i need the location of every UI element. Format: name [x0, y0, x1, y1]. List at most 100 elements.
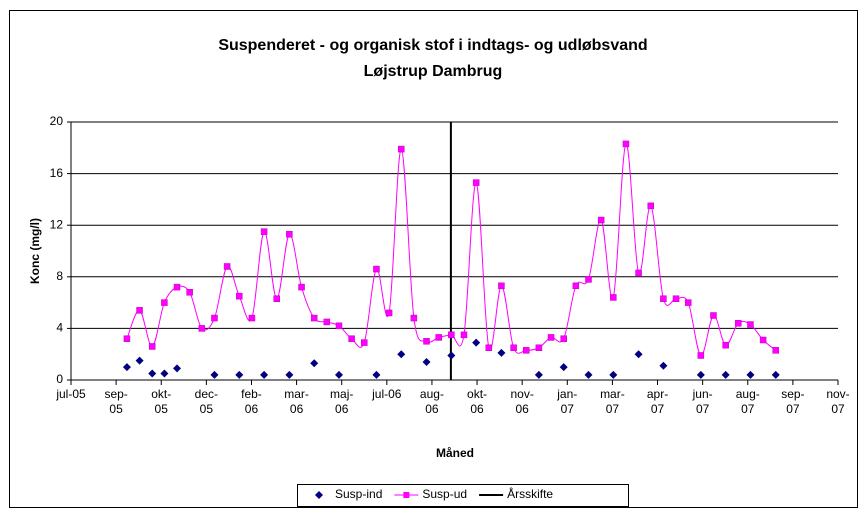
square-marker — [198, 325, 206, 332]
diamond-marker — [746, 370, 755, 379]
y-axis-label: Konc (mg/l) — [28, 218, 42, 284]
square-marker — [435, 334, 442, 341]
legend-label: Susp-ind — [335, 487, 382, 501]
square-marker — [672, 295, 680, 302]
diamond-marker — [497, 348, 506, 357]
chart-border — [9, 10, 858, 508]
diamond-marker — [148, 369, 157, 378]
square-marker — [373, 265, 380, 273]
legend-label: Årsskifte — [507, 486, 553, 501]
square-marker — [223, 263, 231, 270]
x-tick-label: sep-05 — [104, 387, 128, 416]
square-marker — [635, 269, 642, 277]
square-marker — [348, 335, 355, 342]
x-axis-label: Måned — [436, 446, 474, 460]
square-marker — [236, 292, 243, 300]
square-marker — [273, 295, 280, 302]
legend-label: Susp-ud — [422, 487, 467, 501]
diamond-marker — [584, 370, 593, 379]
legend-marker — [403, 492, 410, 498]
square-marker — [735, 319, 742, 327]
diamond-marker — [659, 361, 668, 370]
square-marker — [398, 145, 405, 153]
square-marker — [710, 312, 717, 319]
x-tick-label: dec-05 — [194, 387, 219, 416]
diamond-marker — [696, 370, 705, 379]
chart-title: Suspenderet - og organisk stof i indtags… — [218, 37, 647, 54]
square-marker — [547, 334, 555, 341]
square-marker — [759, 336, 767, 344]
diamond-marker — [173, 364, 182, 373]
x-tick-label: okt-06 — [467, 387, 488, 416]
x-tick-label: jul-06 — [372, 387, 402, 401]
square-marker — [260, 228, 268, 235]
square-marker — [335, 322, 343, 330]
diamond-marker — [609, 370, 618, 379]
square-marker — [298, 283, 305, 291]
x-tick-label: apr-07 — [646, 387, 669, 416]
diamond-marker — [771, 370, 780, 379]
square-marker — [361, 339, 368, 346]
square-marker — [423, 338, 430, 345]
y-tick-label: 12 — [50, 217, 64, 231]
square-marker — [472, 179, 480, 186]
x-tick-label: okt-05 — [151, 387, 172, 416]
diamond-marker — [422, 357, 431, 366]
square-marker — [522, 347, 530, 354]
y-tick-label: 0 — [56, 372, 63, 386]
square-marker — [310, 314, 318, 322]
diamond-marker — [721, 370, 730, 379]
square-marker — [697, 352, 705, 359]
x-tick-label: jul-05 — [56, 387, 86, 401]
square-marker — [772, 347, 779, 354]
square-marker — [510, 344, 517, 351]
diamond-marker — [310, 359, 319, 368]
square-marker — [498, 282, 505, 290]
square-marker — [485, 344, 493, 351]
square-marker — [572, 282, 580, 290]
diamond-marker — [235, 370, 244, 379]
x-tick-label: aug-06 — [419, 387, 444, 416]
diamond-marker — [122, 363, 131, 372]
y-tick-label: 8 — [56, 269, 63, 283]
square-marker — [410, 314, 418, 322]
diamond-marker — [472, 338, 481, 347]
x-tick-label: nov-07 — [826, 387, 850, 416]
square-marker — [286, 230, 293, 238]
x-tick-label: mar-06 — [284, 387, 309, 416]
x-tick-label: maj-06 — [330, 387, 354, 416]
square-marker — [597, 216, 605, 224]
x-tick-label: sep-07 — [781, 387, 805, 416]
square-marker — [560, 335, 567, 342]
x-tick-label: jun-07 — [692, 387, 713, 416]
square-marker — [136, 307, 143, 314]
x-tick-label: mar-07 — [600, 387, 625, 416]
square-marker — [684, 299, 692, 306]
square-marker — [660, 295, 667, 302]
square-marker — [323, 318, 331, 326]
square-marker — [186, 289, 193, 296]
square-marker — [248, 314, 256, 322]
diamond-marker — [559, 363, 568, 372]
diamond-marker — [397, 350, 406, 359]
x-tick-label: aug-07 — [735, 387, 760, 416]
diamond-marker — [285, 370, 294, 379]
diamond-marker — [447, 351, 456, 360]
square-marker — [610, 294, 617, 301]
square-marker — [123, 335, 131, 342]
square-marker — [448, 331, 455, 339]
y-tick-label: 16 — [50, 166, 64, 180]
square-marker — [747, 321, 754, 328]
diamond-marker — [160, 369, 169, 378]
legend-marker — [315, 491, 323, 499]
square-marker — [622, 140, 630, 148]
x-tick-label: nov-06 — [510, 387, 534, 416]
square-marker — [173, 283, 181, 291]
diamond-marker — [634, 350, 643, 359]
diamond-marker — [135, 356, 144, 365]
x-tick-label: feb-06 — [241, 387, 262, 416]
legend-box — [297, 484, 629, 507]
square-marker — [161, 299, 168, 306]
